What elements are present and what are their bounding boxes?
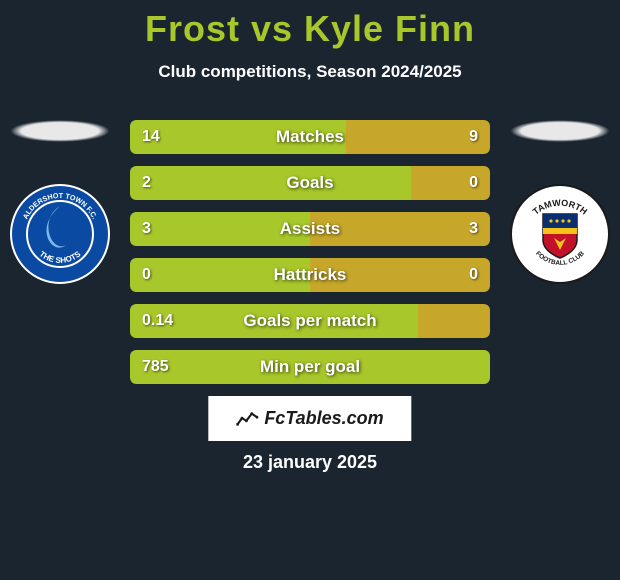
crest-right-icon: TAMWORTH FOOTBALL CLUB (510, 184, 610, 284)
chart-icon (236, 411, 258, 427)
crest-left-icon: ALDERSHOT TOWN F.C. THE SHOTS (10, 184, 110, 284)
stat-row: 785Min per goal (130, 350, 490, 384)
stat-label: Matches (130, 127, 490, 147)
branding-text: FcTables.com (264, 408, 383, 429)
subtitle: Club competitions, Season 2024/2025 (0, 62, 620, 82)
player-left-badge: ALDERSHOT TOWN F.C. THE SHOTS (0, 120, 120, 284)
avatar-placeholder-left (10, 120, 110, 142)
stat-row: 00Hattricks (130, 258, 490, 292)
stat-row: 0.14Goals per match (130, 304, 490, 338)
club-crest-right: TAMWORTH FOOTBALL CLUB (510, 184, 610, 284)
stat-row: 20Goals (130, 166, 490, 200)
avatar-placeholder-right (510, 120, 610, 142)
date-text: 23 january 2025 (0, 452, 620, 473)
club-crest-left: ALDERSHOT TOWN F.C. THE SHOTS (10, 184, 110, 284)
stat-label: Min per goal (130, 357, 490, 377)
player-right-badge: TAMWORTH FOOTBALL CLUB (500, 120, 620, 284)
stat-label: Goals (130, 173, 490, 193)
stats-chart: 149Matches 20Goals 33Assists 00Hattricks 0.1… (130, 120, 490, 396)
stat-label: Hattricks (130, 265, 490, 285)
stat-label: Assists (130, 219, 490, 239)
stat-label: Goals per match (130, 311, 490, 331)
page-title: Frost vs Kyle Finn (0, 0, 620, 50)
stat-row: 149Matches (130, 120, 490, 154)
stat-row: 33Assists (130, 212, 490, 246)
branding-badge: FcTables.com (208, 396, 411, 441)
